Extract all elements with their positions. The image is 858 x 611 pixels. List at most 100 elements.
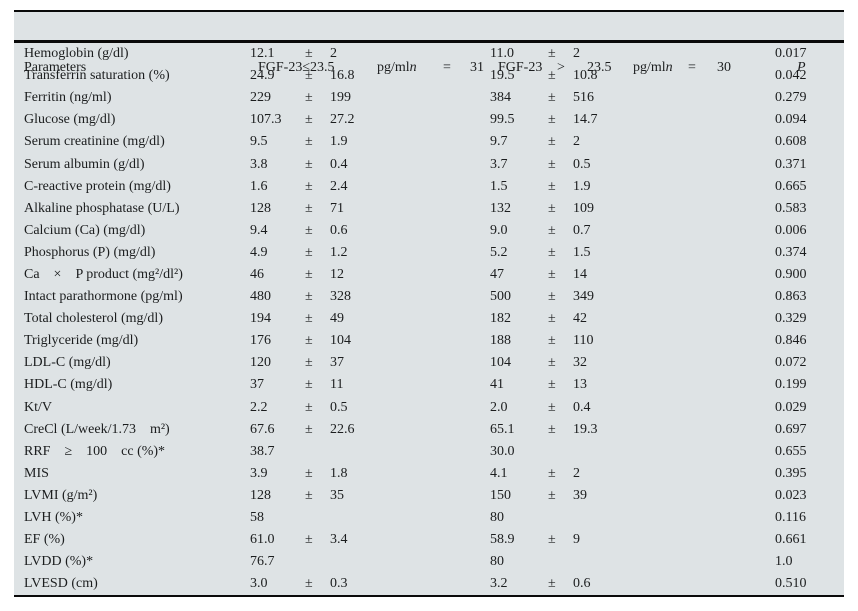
parameter-label: LVH (%)* [24, 510, 83, 526]
group1-plusminus: ± [305, 90, 313, 106]
group1-mean: 4.9 [250, 244, 268, 260]
group1-mean: 120 [250, 355, 271, 371]
table-row: Serum albumin (g/dl) 3.8 ± 0.4 3.7 ± 0.5… [14, 153, 844, 175]
parameter-label: Serum creatinine (mg/dl) [24, 134, 165, 150]
group1-sd: 0.3 [330, 576, 348, 592]
parameter-label: C-reactive protein (mg/dl) [24, 178, 171, 194]
table-row: LVH (%)* 58 80 0.116 [14, 507, 844, 529]
p-value: 1.0 [775, 554, 793, 570]
group2-plusminus: ± [548, 399, 556, 415]
group1-mean: 107.3 [250, 112, 282, 128]
parameter-label: Triglyceride (mg/dl) [24, 333, 139, 349]
group2-plusminus: ± [548, 178, 556, 194]
group1-sd: 12 [330, 266, 344, 282]
parameter-label: Alkaline phosphatase (U/L) [24, 200, 180, 216]
group2-sd: 0.7 [573, 222, 591, 238]
table-row: C-reactive protein (mg/dl) 1.6 ± 2.4 1.5… [14, 176, 844, 198]
group1-mean: 9.4 [250, 222, 268, 238]
group1-plusminus: ± [305, 266, 313, 282]
group1-plusminus: ± [305, 377, 313, 393]
p-value: 0.863 [775, 289, 807, 305]
group2-mean: 3.7 [490, 156, 508, 172]
group1-plusminus: ± [305, 487, 313, 503]
p-value: 0.395 [775, 465, 807, 481]
group2-mean: 500 [490, 289, 511, 305]
group2-plusminus: ± [548, 333, 556, 349]
p-value: 0.006 [775, 222, 807, 238]
table-row: EF (%) 61.0 ± 3.4 58.9 ± 9 0.661 [14, 529, 844, 551]
parameter-label: Calcium (Ca) (mg/dl) [24, 222, 146, 238]
parameter-label: HDL-C (mg/dl) [24, 377, 113, 393]
group2-mean: 65.1 [490, 421, 515, 437]
p-value: 0.094 [775, 112, 807, 128]
group1-count: 31 [470, 60, 484, 75]
table-body: Hemoglobin (g/dl) 12.1 ± 2 11.0 ± 2 0.01… [14, 43, 844, 595]
group1-plusminus: ± [305, 134, 313, 150]
group1-sd: 1.2 [330, 244, 348, 260]
group1-unit: pg/mln [377, 61, 417, 75]
p-value: 0.608 [775, 134, 807, 150]
fgf23-comparison-table: Parameters FGF-23≤23.5 pg/mln = 31 FGF-2… [14, 10, 844, 598]
table-row: CreCl (L/week/1.73 m²) 67.6 ± 22.6 65.1 … [14, 419, 844, 441]
group2-sd: 0.5 [573, 156, 591, 172]
group2-plusminus: ± [548, 112, 556, 128]
group2-sd: 10.8 [573, 68, 598, 84]
group2-mean: 132 [490, 200, 511, 216]
table-row: RRF ≥ 100 cc (%)* 38.7 30.0 0.655 [14, 441, 844, 463]
group2-mean: 5.2 [490, 244, 508, 260]
group1-sd: 1.9 [330, 134, 348, 150]
parameter-label: Glucose (mg/dl) [24, 112, 116, 128]
group2-count: 30 [717, 60, 731, 75]
header-group2-fgf23-high: FGF-23 > 23.5 pg/mln = 30 [490, 12, 775, 124]
group2-plusminus: ± [548, 90, 556, 106]
group2-plusminus: ± [548, 134, 556, 150]
group1-mean: 37 [250, 377, 264, 393]
table-row: LVMI (g/m²) 128 ± 35 150 ± 39 0.023 [14, 485, 844, 507]
group2-label: FGF-23 [498, 60, 543, 75]
group1-plusminus: ± [305, 399, 313, 415]
parameter-label: Serum albumin (g/dl) [24, 156, 145, 172]
table-row: Intact parathormone (pg/ml) 480 ± 328 50… [14, 286, 844, 308]
group1-mean: 38.7 [250, 443, 275, 459]
group1-mean: 128 [250, 200, 271, 216]
p-value: 0.023 [775, 487, 807, 503]
group1-plusminus: ± [305, 289, 313, 305]
table-row: Alkaline phosphatase (U/L) 128 ± 71 132 … [14, 198, 844, 220]
group2-comparator: > [557, 60, 565, 75]
group2-plusminus: ± [548, 68, 556, 84]
group1-plusminus: ± [305, 200, 313, 216]
group1-plusminus: ± [305, 465, 313, 481]
group1-sd: 104 [330, 333, 351, 349]
group2-mean: 11.0 [490, 46, 514, 62]
parameter-label: Intact parathormone (pg/ml) [24, 289, 183, 305]
group1-unit-text: pg/ml [377, 60, 410, 75]
group1-plusminus: ± [305, 532, 313, 548]
p-value: 0.510 [775, 576, 807, 592]
group2-plusminus: ± [548, 465, 556, 481]
parameter-label: EF (%) [24, 532, 65, 548]
group1-sd: 0.6 [330, 222, 348, 238]
p-value: 0.583 [775, 200, 807, 216]
group2-mean: 47 [490, 266, 504, 282]
group2-mean: 104 [490, 355, 511, 371]
group2-plusminus: ± [548, 156, 556, 172]
parameter-label: Ferritin (ng/ml) [24, 90, 112, 106]
parameter-label: Total cholesterol (mg/dl) [24, 311, 163, 327]
group1-plusminus: ± [305, 222, 313, 238]
group1-mean: 3.8 [250, 156, 268, 172]
group1-sd: 328 [330, 289, 351, 305]
table-header-row: Parameters FGF-23≤23.5 pg/mln = 31 FGF-2… [14, 12, 844, 75]
group2-sd: 2 [573, 46, 580, 62]
parameter-label: CreCl (L/week/1.73 m²) [24, 421, 170, 437]
group2-sd: 109 [573, 200, 594, 216]
group1-mean: 176 [250, 333, 271, 349]
table-row: Transferrin saturation (%) 24.9 ± 16.8 1… [14, 65, 844, 87]
group2-sd: 32 [573, 355, 587, 371]
group2-sd: 516 [573, 90, 594, 106]
group2-plusminus: ± [548, 244, 556, 260]
group2-sd: 9 [573, 532, 580, 548]
group1-sd: 199 [330, 90, 351, 106]
group2-sd: 0.4 [573, 399, 591, 415]
group2-sd: 19.3 [573, 421, 598, 437]
group1-sd: 3.4 [330, 532, 348, 548]
